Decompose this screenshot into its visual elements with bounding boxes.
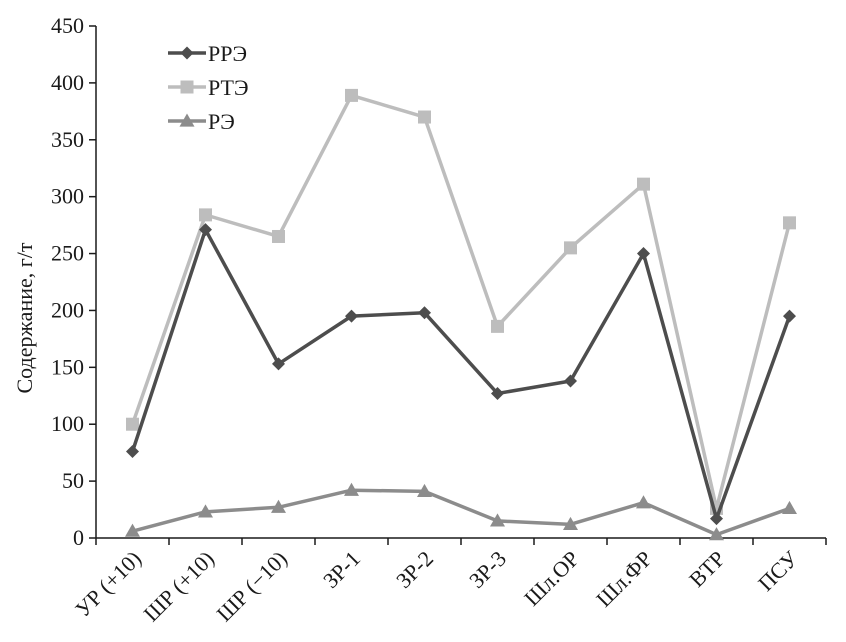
y-tick-label: 150 — [51, 354, 84, 379]
data-point — [344, 482, 359, 496]
x-tick-label: ЗР-2 — [391, 546, 438, 593]
data-point — [418, 110, 431, 124]
y-tick-label: 200 — [51, 297, 84, 322]
data-point — [782, 500, 797, 515]
data-point — [125, 523, 140, 537]
x-tick-label: ЗР-3 — [464, 546, 511, 593]
data-point — [199, 208, 212, 222]
data-point — [272, 229, 285, 243]
y-tick-label: 100 — [51, 411, 84, 436]
data-point — [418, 306, 431, 320]
data-point — [198, 504, 213, 518]
series-line — [130, 93, 792, 511]
series-layer — [125, 88, 797, 541]
data-point — [710, 512, 723, 526]
data-point — [491, 319, 504, 333]
series-line — [132, 488, 791, 537]
axes — [95, 26, 826, 539]
data-point — [417, 483, 432, 497]
data-point — [637, 247, 650, 261]
data-point — [564, 374, 577, 388]
y-tick-label: 50 — [62, 468, 84, 493]
data-point — [199, 223, 212, 237]
x-tick-label: Шл.ОР — [519, 546, 584, 611]
data-point — [636, 495, 651, 509]
legend-item: РТЭ — [168, 75, 248, 100]
data-point — [126, 445, 139, 459]
y-tick-label: 450 — [51, 13, 84, 38]
data-point — [126, 417, 139, 431]
legend-marker — [179, 113, 195, 127]
data-point — [783, 309, 796, 323]
x-tick-label: ЗР-1 — [318, 546, 365, 593]
x-axis-ticks: УР (+10)ШР (+10)ШР (−10) ЗР-1 ЗР-2 ЗР-3 Шл.О… — [70, 538, 827, 627]
y-axis-ticks: 0 50 100 150 200 250 300 350 400 450 — [51, 13, 96, 550]
data-point — [783, 216, 796, 230]
data-point — [271, 499, 286, 513]
y-tick-label: 300 — [51, 184, 84, 209]
x-tick-label: ПСУ — [753, 546, 803, 596]
legend-item: РРЭ — [168, 41, 247, 66]
data-point — [272, 357, 285, 371]
legend-marker — [180, 46, 194, 60]
x-tick-label: ВТР — [684, 546, 730, 592]
legend: РРЭ РТЭ РЭ — [168, 41, 248, 134]
legend-label: РРЭ — [208, 41, 247, 66]
y-tick-label: 250 — [51, 241, 84, 266]
data-point — [345, 88, 358, 102]
data-point — [564, 241, 577, 255]
x-tick-label: ШР (−10) — [211, 546, 292, 627]
legend-item: РЭ — [168, 109, 235, 134]
series-3 — [125, 482, 797, 541]
legend-label: РТЭ — [208, 75, 248, 100]
series-2 — [126, 88, 796, 515]
y-tick-label: 350 — [51, 127, 84, 152]
legend-marker — [180, 80, 194, 94]
data-point — [563, 516, 578, 530]
x-tick-label: ШР (+10) — [138, 546, 219, 627]
data-point — [709, 527, 724, 541]
x-tick-label: УР (+10) — [70, 546, 146, 622]
series-1 — [126, 223, 796, 526]
data-point — [490, 513, 505, 527]
y-tick-label: 0 — [73, 525, 84, 550]
series-line — [130, 227, 792, 521]
data-point — [491, 387, 504, 401]
data-point — [345, 309, 358, 323]
data-point — [637, 177, 650, 191]
legend-label: РЭ — [208, 109, 235, 134]
y-axis-title: Содержание, г/т — [12, 242, 37, 393]
y-tick-label: 400 — [51, 70, 84, 95]
x-tick-label: Шл.ФР — [591, 546, 657, 612]
